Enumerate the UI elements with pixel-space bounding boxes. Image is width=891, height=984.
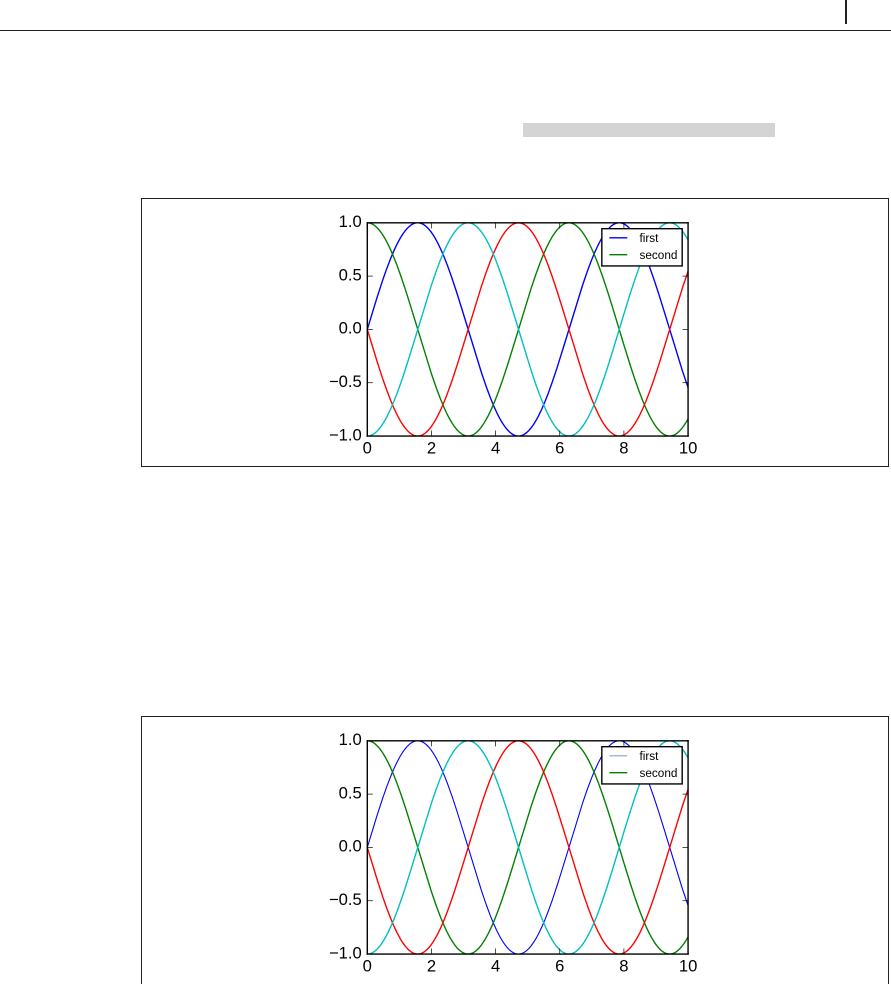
svg-text:−1.0: −1.0 xyxy=(329,425,362,444)
svg-text:first: first xyxy=(640,232,660,245)
svg-text:0.0: 0.0 xyxy=(339,319,362,338)
svg-text:8: 8 xyxy=(619,957,628,976)
svg-text:6: 6 xyxy=(555,957,564,976)
svg-text:1.0: 1.0 xyxy=(339,730,362,749)
svg-text:−1.0: −1.0 xyxy=(329,943,362,962)
svg-text:1.0: 1.0 xyxy=(339,212,362,231)
svg-text:0.5: 0.5 xyxy=(339,265,362,284)
svg-text:first: first xyxy=(640,750,660,763)
svg-text:0: 0 xyxy=(363,439,372,458)
svg-text:0: 0 xyxy=(363,957,372,976)
svg-text:8: 8 xyxy=(619,439,628,458)
svg-text:6: 6 xyxy=(555,439,564,458)
svg-text:second: second xyxy=(640,767,678,780)
svg-text:4: 4 xyxy=(491,439,500,458)
svg-text:0.0: 0.0 xyxy=(339,837,362,856)
svg-text:−0.5: −0.5 xyxy=(329,890,362,909)
svg-text:2: 2 xyxy=(427,439,436,458)
svg-text:10: 10 xyxy=(679,957,697,976)
svg-text:4: 4 xyxy=(491,957,500,976)
svg-text:−0.5: −0.5 xyxy=(329,372,362,391)
svg-text:2: 2 xyxy=(427,957,436,976)
svg-text:0.5: 0.5 xyxy=(339,783,362,802)
svg-text:second: second xyxy=(640,249,678,262)
svg-text:10: 10 xyxy=(679,439,697,458)
